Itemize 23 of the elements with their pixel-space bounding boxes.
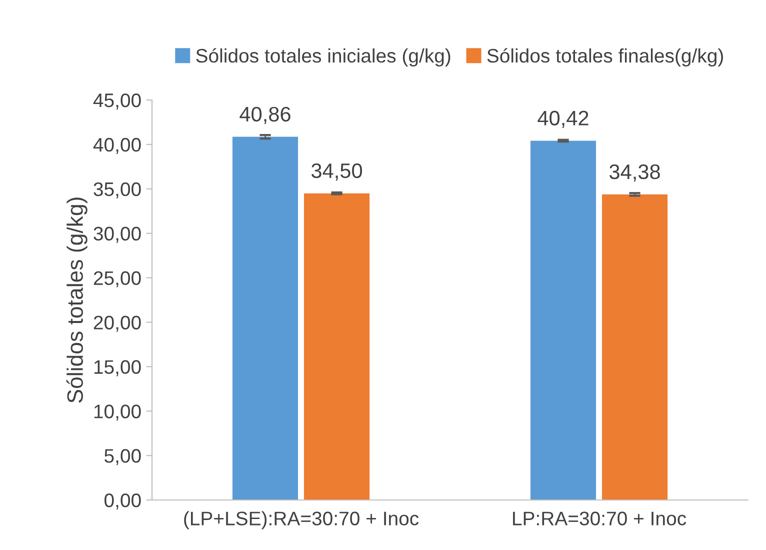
- data-label: 40,42: [538, 110, 588, 128]
- y-tick-label: 10,00: [94, 404, 141, 421]
- bar: [304, 193, 370, 500]
- x-tick-label: LP:RA=30:70 + Inoc: [513, 512, 686, 526]
- data-label: 34,50: [311, 163, 362, 181]
- y-tick-label: 40,00: [93, 138, 141, 154]
- y-tick-label: 15,00: [94, 360, 141, 376]
- y-tick-label: 30,00: [94, 226, 141, 243]
- y-tick-label: 20,00: [94, 316, 141, 332]
- data-label: 34,38: [609, 164, 660, 182]
- data-label: 40,86: [240, 106, 290, 124]
- bar: [602, 194, 668, 500]
- x-tick-label: (LP+LSE):RA=30:70 + Inoc: [184, 511, 419, 530]
- bar: [530, 140, 596, 500]
- y-axis-title: Sólidos totales (g/kg): [66, 198, 88, 403]
- legend-label: Sólidos totales iniciales (g/kg): [196, 48, 450, 66]
- y-tick-label: 5,00: [104, 449, 141, 466]
- y-tick-label: 45,00: [93, 93, 141, 110]
- y-tick-label: 25,00: [94, 271, 141, 288]
- bar: [232, 136, 298, 500]
- y-tick-label: 0,00: [104, 493, 141, 510]
- legend-label: Sólidos totales finales(g/kg): [487, 48, 723, 66]
- y-tick-label: 35,00: [94, 182, 141, 198]
